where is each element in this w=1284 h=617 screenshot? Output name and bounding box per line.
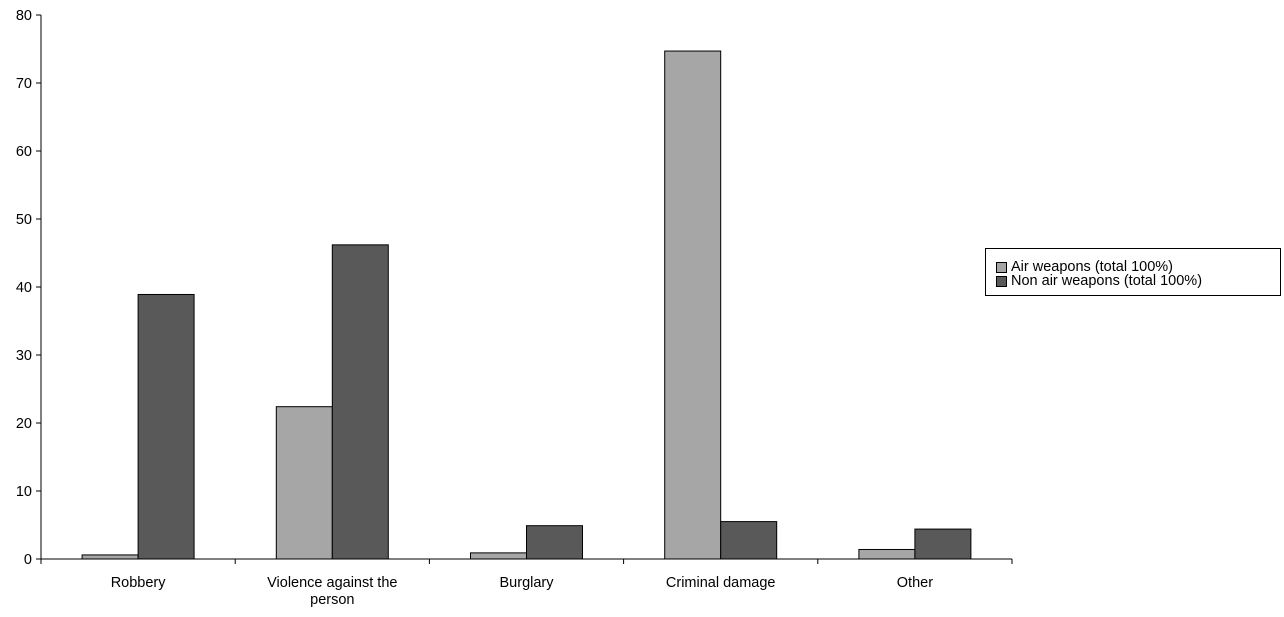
y-tick-label: 30 bbox=[16, 348, 32, 364]
y-tick-label: 60 bbox=[16, 144, 32, 160]
legend-item-air-weapons: Air weapons (total 100%) bbox=[996, 259, 1173, 275]
y-axis: 0 10 20 30 40 50 60 70 80 bbox=[16, 8, 42, 568]
y-tick-label: 40 bbox=[16, 280, 32, 296]
bar-air-weapons-4 bbox=[858, 548, 916, 560]
bar-non-air-weapons-3 bbox=[720, 521, 778, 560]
x-category-label: Other bbox=[897, 575, 933, 591]
y-tick-label: 20 bbox=[16, 416, 32, 432]
y-tick-label: 70 bbox=[16, 76, 32, 92]
y-tick-label: 0 bbox=[24, 552, 32, 568]
legend-label-air-weapons: Air weapons (total 100%) bbox=[1011, 259, 1173, 275]
y-tick-label: 50 bbox=[16, 212, 32, 228]
x-category-label: Burglary bbox=[500, 575, 555, 591]
bars bbox=[81, 50, 972, 560]
bar-non-air-weapons-0 bbox=[137, 293, 195, 560]
y-tick-label: 10 bbox=[16, 484, 32, 500]
bar-non-air-weapons-2 bbox=[526, 525, 583, 560]
bar-air-weapons-2 bbox=[470, 552, 527, 560]
x-category-label: Criminal damage bbox=[666, 575, 776, 591]
x-category-label: Violence against the bbox=[267, 575, 397, 591]
bar-non-air-weapons-4 bbox=[914, 528, 972, 560]
bar-air-weapons-1 bbox=[275, 406, 333, 560]
bar-air-weapons-3 bbox=[664, 50, 722, 560]
legend-item-non-air-weapons: Non air weapons (total 100%) bbox=[996, 273, 1202, 289]
legend: Air weapons (total 100%) Non air weapons… bbox=[985, 248, 1281, 296]
y-tick-label: 80 bbox=[16, 8, 32, 24]
legend-swatch-air-weapons bbox=[996, 261, 1007, 273]
x-category-label: person bbox=[310, 592, 354, 608]
x-category-label: Robbery bbox=[111, 575, 167, 591]
legend-swatch-non-air-weapons bbox=[996, 275, 1007, 287]
legend-label-non-air-weapons: Non air weapons (total 100%) bbox=[1011, 273, 1203, 289]
bar-air-weapons-0 bbox=[81, 554, 139, 560]
bar-non-air-weapons-1 bbox=[331, 244, 389, 560]
